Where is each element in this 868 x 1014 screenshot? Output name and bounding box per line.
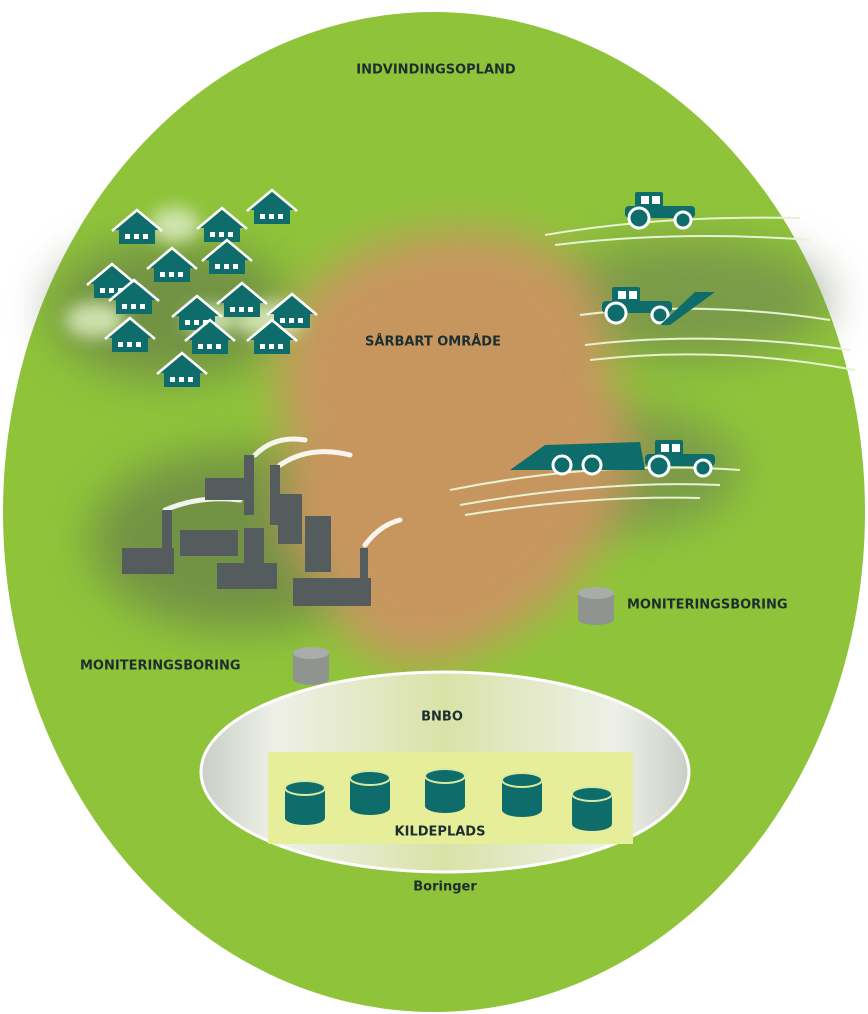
industry-part (293, 578, 371, 606)
production-wells-part (572, 787, 612, 831)
monitoring-label: MONITERINGSBORING (627, 598, 788, 613)
industry-part (122, 548, 174, 574)
catchment-label: INDVINDINGSOPLAND (356, 63, 516, 78)
production-wells-part (285, 781, 325, 825)
monitoring-label: MONITERINGSBORING (80, 659, 241, 674)
industry-part (180, 530, 238, 556)
industry-part (244, 528, 264, 578)
industry-part (205, 478, 253, 500)
tractors-part (553, 456, 571, 474)
production-wells-part (502, 773, 542, 817)
vulnerable-area-label: SÅRBART OMRÅDE (365, 334, 501, 350)
tractors-part (583, 456, 601, 474)
wells-label: Boringer (413, 880, 477, 895)
industry-part (278, 494, 302, 544)
diagram: INDVINDINGSOPLAND SÅRBART OMRÅDE MONITER… (0, 0, 868, 1014)
wellfield-label: KILDEPLADS (395, 825, 486, 840)
production-wells-part (350, 771, 390, 815)
production-wells-part (425, 769, 465, 813)
monitoring-wells-part (578, 587, 614, 625)
monitoring-wells-part (293, 647, 329, 685)
bnbo-label: BNBO (421, 710, 463, 725)
industry-part (305, 516, 331, 572)
village-part-part (150, 207, 200, 243)
